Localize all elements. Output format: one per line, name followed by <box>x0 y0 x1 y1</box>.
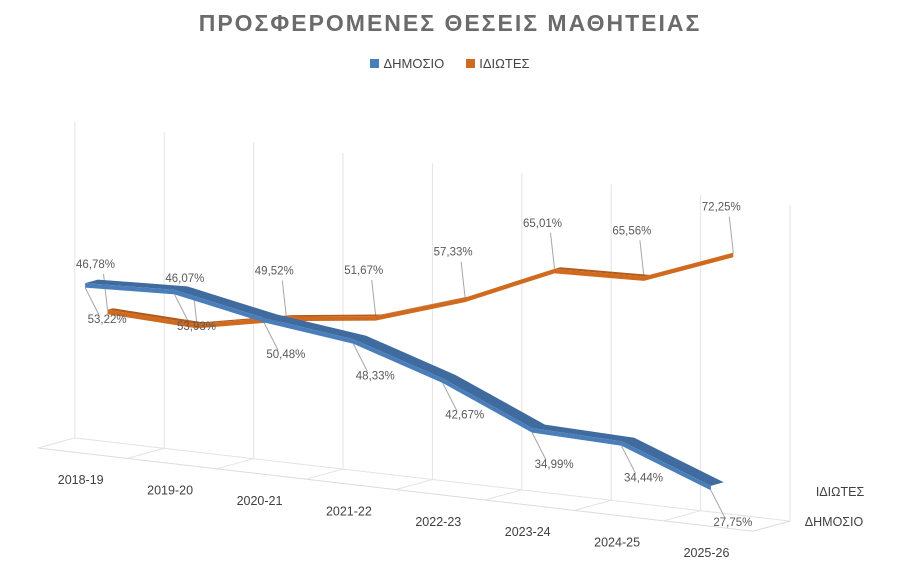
floor-back-edge <box>74 437 791 522</box>
legend-swatch-public <box>370 59 380 68</box>
data-label-public: 42,67% <box>445 410 484 422</box>
leader-line-private <box>103 273 108 310</box>
leader-line-public <box>84 287 100 316</box>
data-label-public: 53,93% <box>177 321 216 333</box>
legend-entry-private: ΙΔΙΩΤΕΣ <box>466 56 530 71</box>
data-label-public: 53,22% <box>88 314 127 326</box>
data-label-public: 34,99% <box>535 459 574 471</box>
category-tick: 2022-23 <box>415 515 461 529</box>
leader-line-private <box>550 232 555 269</box>
leader-line-public <box>174 294 189 323</box>
floor-line-depth <box>127 447 165 459</box>
ribbon-front-private <box>107 252 734 329</box>
category-tick: 2024-25 <box>594 536 640 550</box>
category-tick: 2020-21 <box>237 494 283 508</box>
leader-line-private <box>371 280 377 317</box>
leader-line-public <box>710 490 726 519</box>
category-ticks: 2018-19 2019-20 2020-21 2021-22 2022-23 2023-… <box>58 473 730 560</box>
leader-line-public <box>263 322 279 351</box>
category-tick: 2023-24 <box>505 525 551 539</box>
floor-line-depth <box>574 499 612 511</box>
leader-line-public <box>352 343 368 372</box>
category-tick: 2019-20 <box>147 484 193 498</box>
depth-axis-label: ΔΗΜΟΣΙΟ <box>805 515 864 529</box>
data-label-public: 50,48% <box>266 349 305 361</box>
data-label-public: 34,44% <box>624 472 663 484</box>
legend: ΔΗΜΟΣΙΟ ΙΔΙΩΤΕΣ <box>0 56 900 71</box>
series-ribbons <box>85 251 739 491</box>
leader-line-private <box>728 216 734 253</box>
floor-line-depth <box>306 468 344 480</box>
category-tick: 2025-26 <box>684 546 730 560</box>
leader-lines <box>84 216 734 519</box>
data-label-private: 46,78% <box>76 259 115 271</box>
data-label-private: 57,33% <box>434 247 473 259</box>
ribbon-top-private <box>107 251 739 324</box>
legend-entry-public: ΔΗΜΟΣΙΟ <box>370 56 444 71</box>
leader-line-private <box>460 261 466 298</box>
series-private <box>107 251 739 329</box>
floor <box>37 437 791 532</box>
leader-line-public <box>442 382 458 411</box>
floor-line-depth <box>484 489 522 501</box>
leader-line-private <box>281 280 287 317</box>
floor-line-depth <box>37 437 75 449</box>
floor-line-depth <box>395 478 433 491</box>
data-label-private: 65,01% <box>523 218 562 230</box>
floor-line-depth <box>216 458 254 470</box>
data-labels: 46,78% 46,07% 49,52% 51,67% 57,33% 65,01% 65,5… <box>76 202 752 529</box>
data-label-private: 49,52% <box>255 266 294 278</box>
floor-line-depth <box>663 510 701 522</box>
data-label-private: 51,67% <box>344 265 383 277</box>
side-wall-edge <box>753 520 791 532</box>
data-label-public: 48,33% <box>356 370 395 382</box>
data-label-public: 27,75% <box>713 517 752 529</box>
category-tick: 2018-19 <box>58 473 104 487</box>
category-tick: 2021-22 <box>326 504 372 518</box>
leader-line-public <box>621 445 636 474</box>
legend-label-public: ΔΗΜΟΣΙΟ <box>383 56 445 71</box>
leader-line-private <box>639 240 645 277</box>
chart-title: ΠΡΟΣΦΕΡΟΜΕΝΕΣ ΘΕΣΕΙΣ ΜΑΘΗΤΕΙΑΣ <box>198 10 702 36</box>
depth-axis-label: ΙΔΙΩΤΕΣ <box>816 485 865 499</box>
legend-swatch-private <box>466 59 476 68</box>
leader-line-public <box>531 432 547 461</box>
floor-front-edge <box>37 447 754 532</box>
data-label-private: 65,56% <box>612 225 651 237</box>
series-public <box>85 279 724 491</box>
legend-label-private: ΙΔΙΩΤΕΣ <box>479 56 530 71</box>
depth-axis-labels: ΙΔΙΩΤΕΣ ΔΗΜΟΣΙΟ <box>805 485 865 529</box>
data-label-private: 46,07% <box>165 273 204 285</box>
data-label-private: 72,25% <box>702 202 741 214</box>
